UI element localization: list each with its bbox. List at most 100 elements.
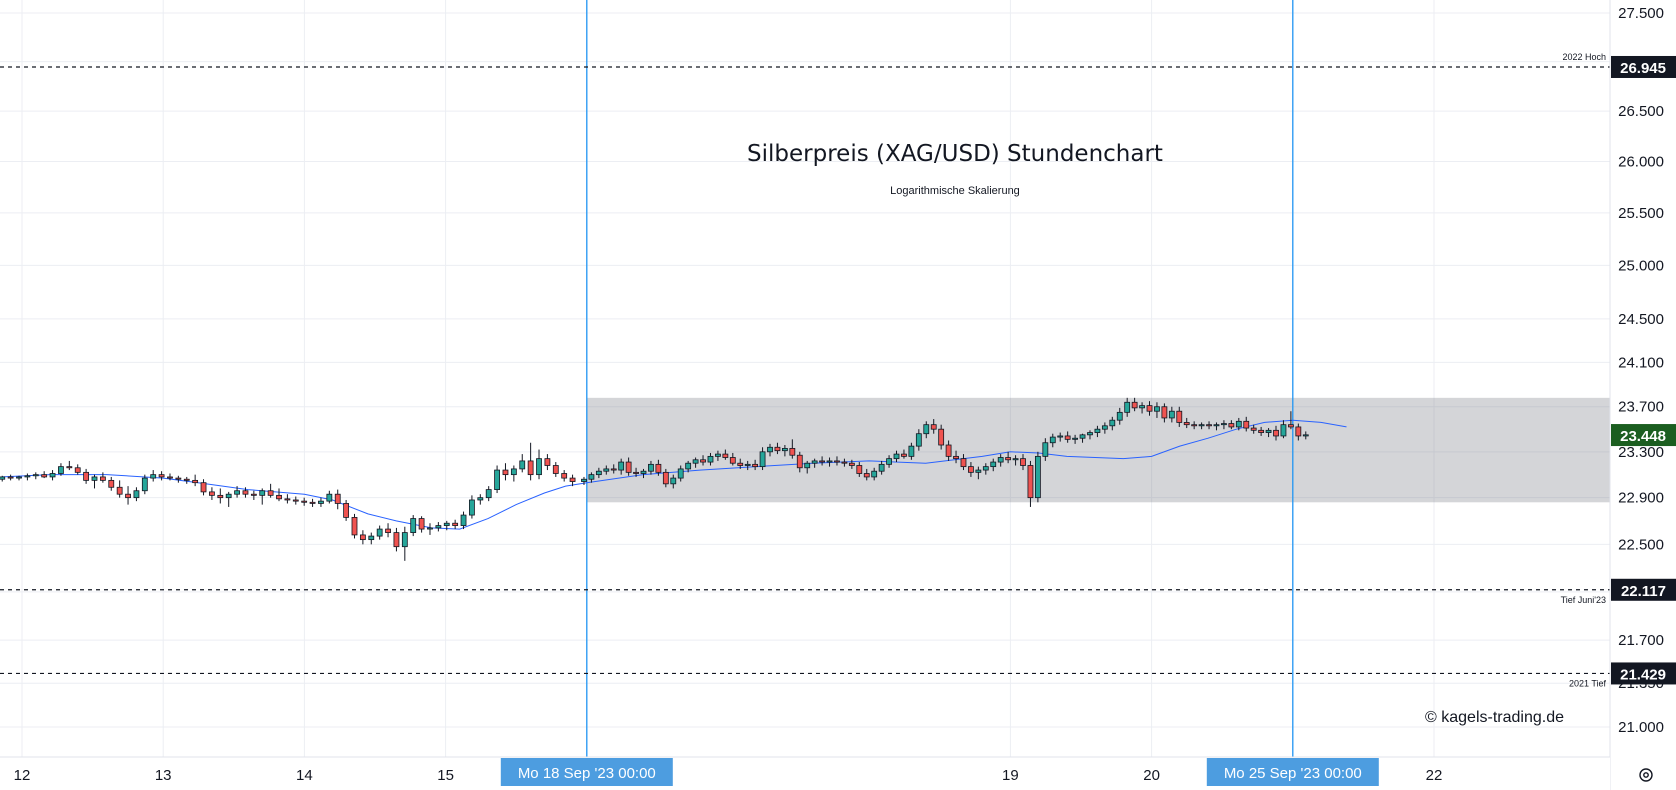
chart-subtitle: Logarithmische Skalierung — [890, 185, 1020, 197]
candle-body — [655, 463, 662, 473]
y-tick-label: 26.500 — [1618, 103, 1664, 120]
level-label: 2022 Hoch — [1562, 52, 1606, 62]
candle-body — [343, 503, 350, 518]
candle-body — [284, 498, 291, 501]
candle-body — [318, 500, 324, 504]
candle-body — [945, 444, 952, 457]
time-marker-badge — [1206, 758, 1379, 786]
candle-body — [1079, 434, 1086, 439]
candle-body — [826, 460, 833, 463]
candle-body — [301, 500, 308, 503]
x-tick-label: 22 — [1426, 767, 1443, 784]
candle-body — [737, 462, 744, 466]
candle-body — [819, 460, 825, 463]
candle-body — [856, 465, 863, 474]
candle-body — [368, 535, 375, 541]
price-badge — [1611, 55, 1676, 78]
candle-body — [990, 461, 997, 468]
candle-body — [707, 455, 714, 463]
candle-body — [259, 490, 266, 496]
price-badge-label: 23.448 — [1620, 428, 1666, 445]
candle-body — [519, 460, 526, 470]
y-tick-label: 23.300 — [1618, 444, 1664, 461]
candle-body — [923, 424, 930, 435]
y-tick-label: 24.500 — [1618, 311, 1664, 328]
candle-body — [1012, 458, 1019, 461]
candle-body — [640, 470, 647, 474]
candle-body — [192, 479, 199, 484]
candle-body — [752, 463, 759, 468]
candle-body — [1265, 429, 1272, 433]
candle-body — [1198, 424, 1205, 427]
x-tick-label: 20 — [1143, 767, 1160, 784]
price-badge — [1611, 424, 1676, 447]
candle-body — [662, 471, 669, 485]
candle-body — [125, 493, 131, 499]
candle-body — [83, 471, 90, 481]
horizontal-levels: 2022 Hoch Tief Juni'23 2021 Tief — [0, 52, 1610, 688]
candle-body — [1191, 424, 1198, 427]
candle-body — [581, 478, 587, 482]
candle-body — [878, 463, 885, 472]
candle-body — [625, 461, 632, 473]
candle-body — [108, 479, 115, 488]
grid — [0, 0, 1610, 757]
candle-body — [527, 460, 534, 476]
y-tick-label: 23.700 — [1618, 399, 1664, 416]
candle-body — [789, 448, 796, 456]
price-badges: Mo 18 Sep '23 00:00 Mo 25 Sep '23 00:00 26… — [500, 55, 1676, 786]
candle-body — [141, 477, 148, 492]
x-tick-label: 14 — [296, 767, 313, 784]
candle-body — [200, 482, 207, 493]
candle-body — [150, 474, 157, 479]
candle-body — [692, 459, 699, 464]
candle-body — [1116, 411, 1123, 421]
candle-body — [0, 476, 6, 480]
candle-body — [234, 490, 240, 495]
candle-body — [960, 458, 967, 468]
price-badge-label: 22.117 — [1621, 583, 1666, 600]
candle-body — [781, 448, 788, 452]
candle-body — [1027, 465, 1034, 499]
candle-body — [1154, 406, 1160, 412]
candle-body — [91, 476, 98, 481]
candle-body — [74, 467, 81, 473]
price-badge-label: 21.429 — [1620, 666, 1666, 683]
candle-body — [536, 458, 542, 476]
candle-body — [618, 461, 625, 471]
candle-body — [242, 490, 249, 495]
candle-body — [167, 476, 173, 479]
settings-gear-icon[interactable] — [1639, 768, 1653, 782]
candle-body — [183, 478, 190, 481]
candle-body — [385, 528, 391, 533]
candle-body — [99, 476, 106, 481]
candle-body — [1057, 435, 1064, 438]
price-badge — [1611, 578, 1676, 601]
candle-body — [1235, 420, 1242, 428]
candle-body — [1087, 432, 1093, 436]
price-axis-background[interactable] — [1610, 0, 1676, 790]
level-label: Tief Juni'23 — [1561, 595, 1606, 605]
candle-body — [32, 474, 39, 477]
candle-body — [685, 462, 692, 470]
price-axis[interactable]: 27.50027.00026.50026.00025.50025.00024.5… — [1618, 5, 1664, 736]
candle-body — [443, 522, 450, 526]
candle-body — [648, 463, 654, 472]
x-tick-label: 15 — [437, 767, 454, 784]
candle-body — [767, 446, 773, 453]
candle-body — [1124, 401, 1131, 413]
candle-body — [435, 525, 442, 529]
candle-body — [982, 466, 989, 471]
price-badge — [1611, 662, 1676, 685]
candle-body — [427, 527, 433, 530]
candle-body — [418, 518, 425, 530]
candle-body — [1280, 424, 1287, 437]
candle-body — [460, 514, 467, 526]
candle-body — [1258, 429, 1265, 433]
candle-body — [1228, 423, 1235, 428]
vertical-markers — [586, 0, 1294, 757]
candle-body — [930, 424, 937, 430]
y-tick-label: 22.900 — [1618, 490, 1664, 507]
candle-body — [834, 460, 840, 463]
